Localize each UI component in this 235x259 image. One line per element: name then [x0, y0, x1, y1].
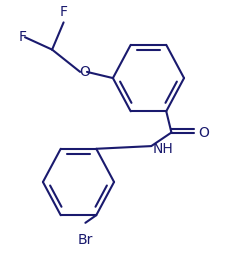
- Text: F: F: [60, 5, 68, 19]
- Text: NH: NH: [153, 142, 174, 156]
- Text: O: O: [79, 65, 90, 79]
- Text: O: O: [198, 126, 209, 140]
- Text: Br: Br: [78, 233, 93, 247]
- Text: F: F: [18, 30, 26, 44]
